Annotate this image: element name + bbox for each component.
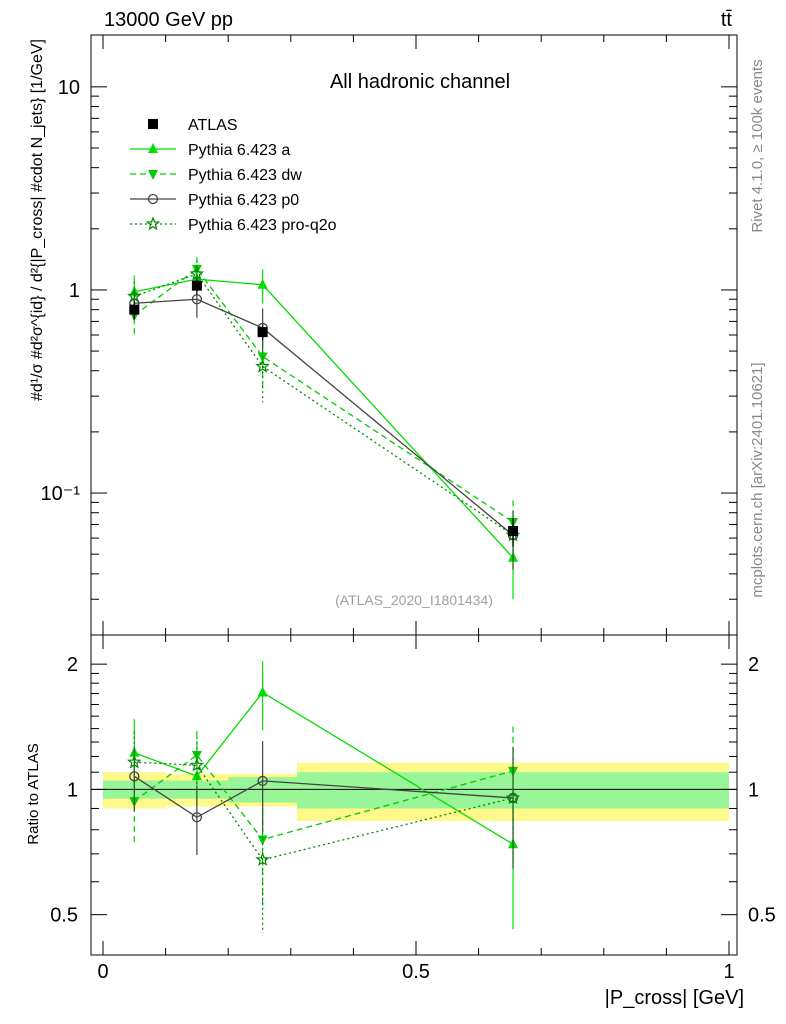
x-tick-label: 0 [97, 961, 108, 983]
ratio-point-pythia-6-423-dw [257, 835, 268, 846]
ratio-y-tick-label: 1 [67, 779, 78, 801]
ratio-panel: 0 0.5 1 2 2 1 1 0.5 0.5 [50, 634, 776, 983]
ratio-y-tick-label: 0.5 [748, 905, 776, 927]
legend-label: ATLAS [188, 117, 238, 134]
data-point-atlas [191, 280, 202, 291]
ratio-point-pythia-6-423-pro-q2o [255, 852, 270, 866]
series-line-pythia-6-423-dw [133, 267, 514, 523]
data-point-atlas [508, 526, 519, 537]
legend-marker [147, 193, 159, 205]
point-pythia-6-423-pro-q2o [189, 266, 205, 281]
analysis-label: (ATLAS_2020_I1801434) [335, 592, 493, 608]
ratio-point-pythia-6-423-pro-q2o [127, 754, 142, 769]
mcplots-label: mcplots.cern.ch [arXiv:2401.10621] [749, 362, 766, 597]
data-point-atlas [129, 304, 140, 315]
process-label: tt̄ [721, 9, 733, 31]
legend-label: Pythia 6.423 dw [188, 167, 302, 184]
x-tick-label: 1 [723, 961, 734, 983]
data-point-atlas [257, 327, 268, 338]
ratio-point-pythia-6-423-dw [191, 751, 202, 762]
ratio-y-tick-label: 2 [67, 654, 78, 676]
legend-marker [148, 170, 158, 180]
ratio-line-pythia-6-423-pro-q2o [134, 761, 514, 861]
main-panel: 10 1 10⁻¹ [41, 34, 738, 636]
ratio-line-pythia-6-423-a [134, 691, 514, 845]
point-pythia-6-423-pro-q2o [255, 358, 270, 373]
series-line-pythia-6-423-pro-q2o [134, 273, 514, 536]
ratio-y-tick-label: 2 [748, 654, 759, 676]
ratio-point-pythia-6-423-p0 [257, 775, 268, 787]
legend-marker [148, 143, 158, 153]
legend: ATLAS Pythia 6.423 a Pythia 6.423 dw Pythia… [130, 117, 337, 234]
ratio-y-label: Ratio to ATLAS [25, 743, 42, 844]
series-line-pythia-6-423-p0 [134, 298, 514, 536]
point-pythia-6-423-dw [191, 264, 202, 275]
legend-marker [148, 119, 158, 129]
point-pythia-6-423-pro-q2o [127, 288, 142, 303]
y-tick-label: 1 [69, 280, 80, 302]
legend-label: Pythia 6.423 p0 [188, 192, 299, 209]
legend-label: Pythia 6.423 pro-q2o [188, 217, 337, 234]
rivet-label: Rivet 4.1.0, ≥ 100k events [749, 59, 766, 232]
ratio-point-pythia-6-423-pro-q2o [505, 790, 521, 805]
point-pythia-6-423-a [257, 278, 268, 289]
ratio-point-pythia-6-423-a [257, 686, 268, 697]
y-tick-label: 10 [58, 77, 80, 99]
x-tick-label: 0.5 [402, 961, 430, 983]
ratio-line-pythia-6-423-p0 [133, 775, 514, 819]
series-line-pythia-6-423-a [134, 278, 514, 559]
ratio-point-pythia-6-423-p0 [191, 812, 203, 823]
ratio-point-pythia-6-423-pro-q2o [189, 757, 205, 772]
ratio-line-pythia-6-423-dw [133, 754, 514, 841]
ratio-frame [90, 634, 738, 956]
x-axis-label: |P_cross| [GeV] [605, 987, 744, 1009]
y-tick-label: 10⁻¹ [41, 483, 81, 505]
ratio-y-tick-label: 1 [748, 779, 759, 801]
point-pythia-6-423-p0 [191, 294, 203, 305]
ratio-y-tick-label: 0.5 [50, 905, 78, 927]
main-y-label: #d¹/σ #d²σ^{id} / d²{|P_cross| #cdot N_j… [29, 39, 46, 401]
chart-title: All hadronic channel [330, 71, 510, 93]
legend-marker [145, 216, 161, 231]
legend-label: Pythia 6.423 a [188, 142, 290, 159]
energy-label: 13000 GeV pp [104, 9, 233, 31]
ratio-point-pythia-6-423-p0 [129, 771, 140, 782]
